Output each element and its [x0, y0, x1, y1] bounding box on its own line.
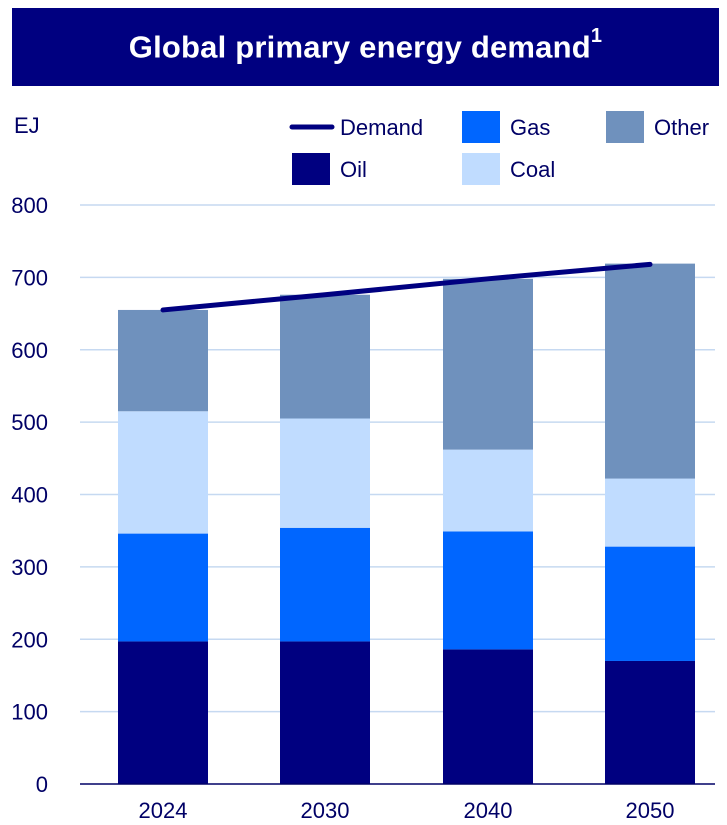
demand-line: [160, 261, 653, 313]
legend-label: Other: [654, 115, 709, 140]
y-tick-label: 700: [11, 265, 48, 290]
bar-segment-coal: [280, 418, 370, 528]
x-tick-label: 2050: [626, 798, 675, 823]
x-tick-label: 2030: [301, 798, 350, 823]
bar-segment-gas: [118, 533, 208, 642]
bar-segment-oil: [118, 641, 208, 784]
bar-segment-other: [280, 294, 370, 419]
bar-segment-oil: [443, 649, 533, 784]
y-axis-unit-label: EJ: [14, 113, 40, 138]
bar-segment-coal: [118, 411, 208, 534]
x-tick-label: 2040: [464, 798, 513, 823]
bar-segment-other: [443, 278, 533, 450]
legend-label: Demand: [340, 115, 423, 140]
bar-segment-oil: [605, 660, 695, 784]
bar-segment-gas: [443, 531, 533, 650]
chart-title: Global primary energy demand1: [128, 24, 603, 65]
bar-segment-other: [605, 263, 695, 479]
legend-label: Oil: [340, 157, 367, 182]
y-tick-label: 0: [36, 772, 48, 797]
y-tick-label: 400: [11, 483, 48, 508]
legend-swatch-other: [606, 111, 644, 143]
legend-swatch-oil: [292, 153, 330, 185]
x-tick-label: 2024: [139, 798, 188, 823]
y-tick-label: 500: [11, 410, 48, 435]
y-tick-label: 300: [11, 555, 48, 580]
bar-segment-oil: [280, 641, 370, 784]
legend-swatch-coal: [462, 153, 500, 185]
legend-swatch-gas: [462, 111, 500, 143]
legend-label: Gas: [510, 115, 550, 140]
bar-segment-other: [118, 309, 208, 412]
bar-segment-coal: [605, 478, 695, 547]
legend-label: Coal: [510, 157, 555, 182]
title-footnote-marker: 1: [590, 24, 603, 47]
bar-segment-gas: [605, 546, 695, 661]
y-tick-label: 200: [11, 627, 48, 652]
y-tick-label: 800: [11, 193, 48, 218]
chart-title-banner: Global primary energy demand1: [12, 8, 719, 86]
bar-segment-coal: [443, 449, 533, 532]
y-tick-label: 600: [11, 338, 48, 363]
y-tick-label: 100: [11, 700, 48, 725]
bar-segment-gas: [280, 527, 370, 642]
